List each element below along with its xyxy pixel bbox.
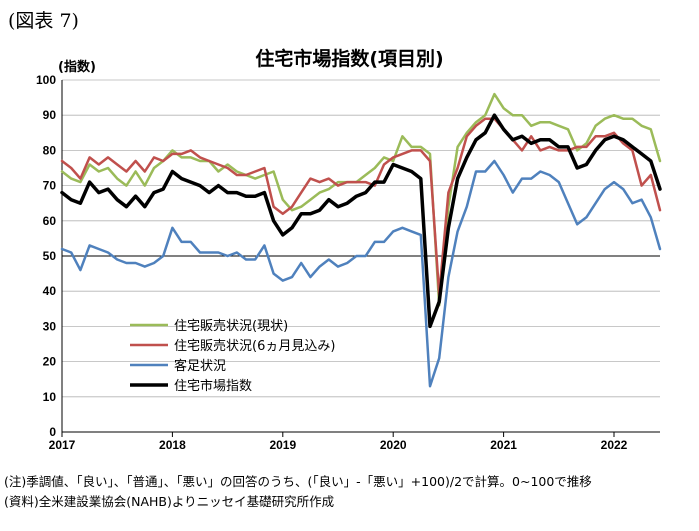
y-tick-label: 0 xyxy=(49,425,56,439)
y-tick-label: 90 xyxy=(43,108,57,122)
legend-label-3: 住宅市場指数 xyxy=(174,378,252,394)
grid-lines xyxy=(62,79,660,398)
chart-title: 住宅市場指数(項目別) xyxy=(255,48,444,70)
series-line-3 xyxy=(60,113,662,329)
series-lines xyxy=(60,92,662,388)
series-line-2 xyxy=(60,159,662,388)
x-tick-label: 2017 xyxy=(49,438,76,452)
x-tick-label: 2019 xyxy=(269,438,296,452)
x-tick-label: 2022 xyxy=(601,438,628,452)
y-tick-label: 100 xyxy=(36,73,56,87)
figure-label: (図表 7) xyxy=(8,10,79,32)
y-tick-label: 40 xyxy=(43,284,57,298)
series-line-0 xyxy=(60,92,662,307)
legend-label-0: 住宅販売状況(現状) xyxy=(174,318,288,334)
y-tick-label: 30 xyxy=(43,319,57,333)
x-tick-label: 2021 xyxy=(490,438,517,452)
x-tick-label: 2018 xyxy=(159,438,186,452)
y-tick-label: 80 xyxy=(43,143,57,157)
legend-label-1: 住宅販売状況(6ヵ月見込み) xyxy=(174,338,335,354)
y-tick-label: 10 xyxy=(43,390,57,404)
axes: 0 10 20 30 40 50 60 70 80 90 100 2017 2018 2019 2020 20… xyxy=(36,73,660,452)
y-tick-label: 70 xyxy=(43,179,57,193)
chart-note: (注)季調値、「良い」、「普通」、「悪い」の回答のうち、(「良い」-「悪い」+1… xyxy=(4,474,592,489)
y-tick-label: 20 xyxy=(43,355,57,369)
y-axis-unit-label: (指数) xyxy=(58,60,96,75)
chart-source: (資料)全米建設業協会(NAHB)よりニッセイ基礎研究所作成 xyxy=(4,494,335,509)
series-line-1 xyxy=(60,117,662,296)
legend-label-2: 客足状況 xyxy=(174,358,226,374)
y-tick-label: 60 xyxy=(43,214,57,228)
y-tick-label: 50 xyxy=(43,249,57,263)
x-tick-label: 2020 xyxy=(380,438,407,452)
